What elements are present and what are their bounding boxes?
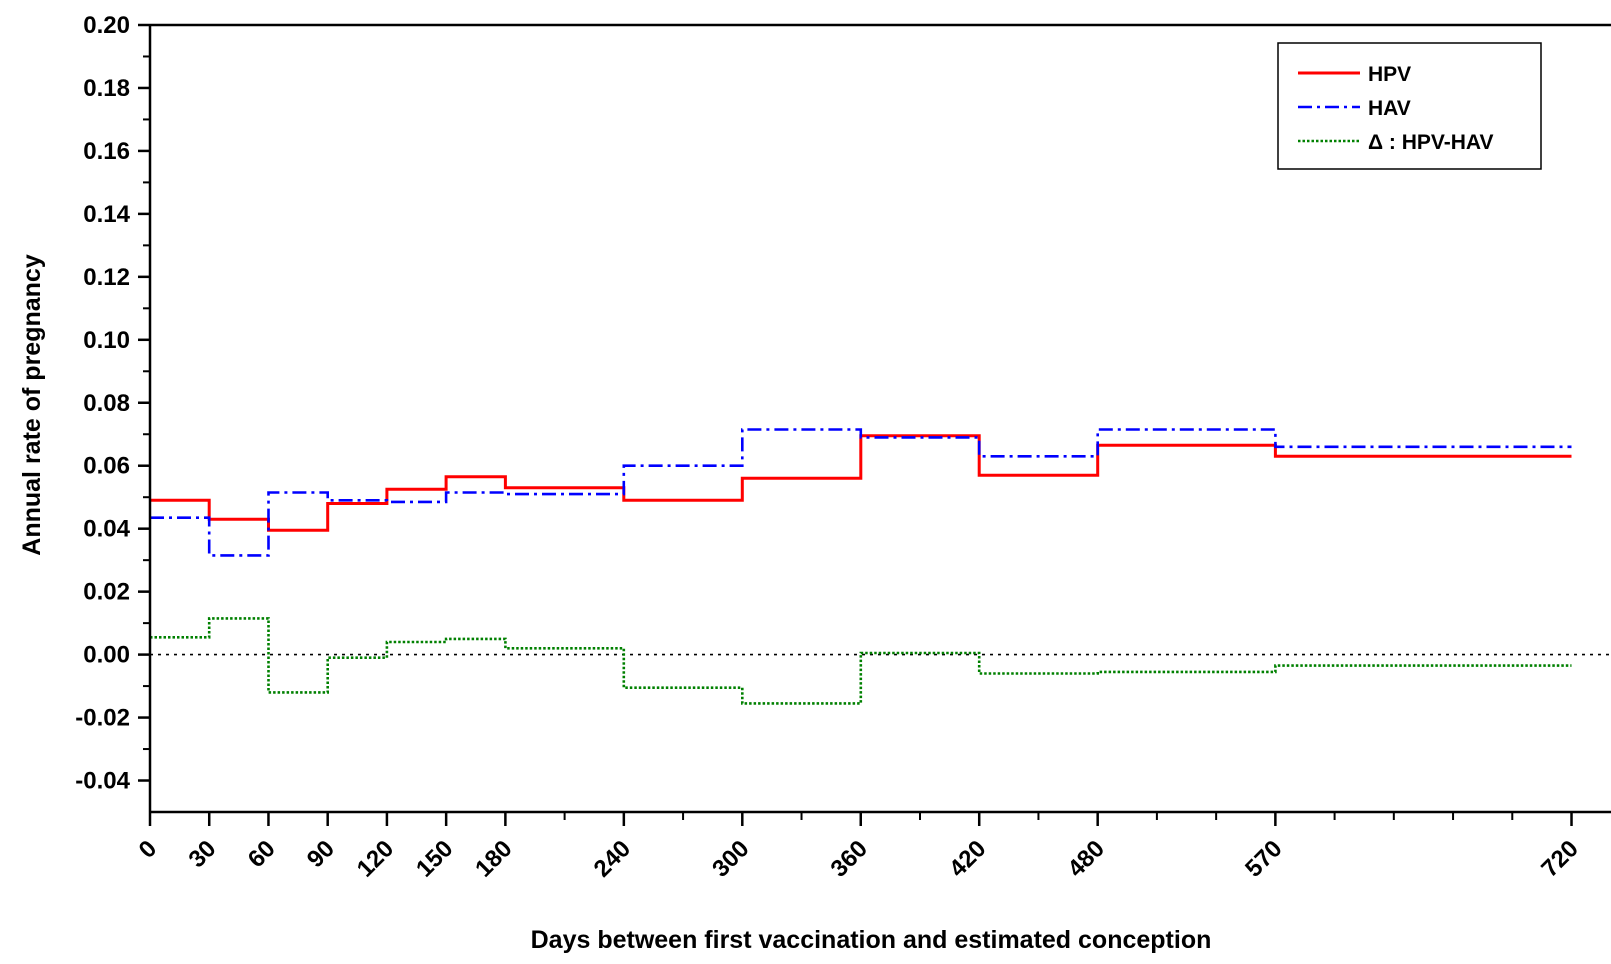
- y-tick-label: 0.16: [83, 138, 130, 165]
- x-axis-title: Days between first vaccination and estim…: [531, 926, 1212, 954]
- y-tick-label: 0.02: [83, 579, 130, 606]
- y-tick-label: 0.14: [83, 201, 130, 228]
- y-tick-label: -0.04: [75, 768, 130, 795]
- x-tick-label: 180: [470, 835, 517, 882]
- legend-label: HAV: [1368, 97, 1411, 120]
- x-tick-label: 570: [1240, 835, 1287, 882]
- y-tick-label: 0.20: [83, 12, 130, 39]
- x-tick-label: 240: [589, 835, 636, 882]
- legend-box: [1277, 42, 1542, 170]
- y-tick-label: 0.04: [83, 516, 130, 543]
- x-tick-label: 30: [183, 835, 221, 873]
- y-tick-label: 0.06: [83, 453, 130, 480]
- series-line-0: [150, 434, 1572, 532]
- x-tick-label: 120: [352, 835, 399, 882]
- legend: HPV HAV Δ : HPV-HAV: [1277, 42, 1542, 170]
- legend-label: Δ : HPV-HAV: [1368, 131, 1494, 154]
- x-tick-label: 90: [302, 835, 340, 873]
- y-axis-title: Annual rate of pregnancy: [18, 254, 46, 556]
- x-tick-label: 480: [1063, 835, 1110, 882]
- y-tick-label: 0.10: [83, 327, 130, 354]
- legend-label: HPV: [1368, 63, 1411, 86]
- y-tick-label: 0.00: [83, 642, 130, 669]
- x-tick-label: 720: [1536, 835, 1583, 882]
- x-tick-label: 420: [944, 835, 991, 882]
- series-line-2: [150, 617, 1572, 705]
- x-tick-label: 360: [826, 835, 873, 882]
- y-tick-label: 0.18: [83, 75, 130, 102]
- series-layer: [150, 428, 1611, 705]
- y-tick-label: 0.08: [83, 390, 130, 417]
- x-tick-label: 150: [411, 835, 458, 882]
- x-tick-label: 0: [134, 835, 163, 864]
- series-line-1: [150, 428, 1572, 557]
- x-tick-label: 300: [707, 835, 754, 882]
- y-tick-label: 0.12: [83, 264, 130, 291]
- x-tick-label: 60: [243, 835, 281, 873]
- y-tick-label: -0.02: [75, 705, 130, 732]
